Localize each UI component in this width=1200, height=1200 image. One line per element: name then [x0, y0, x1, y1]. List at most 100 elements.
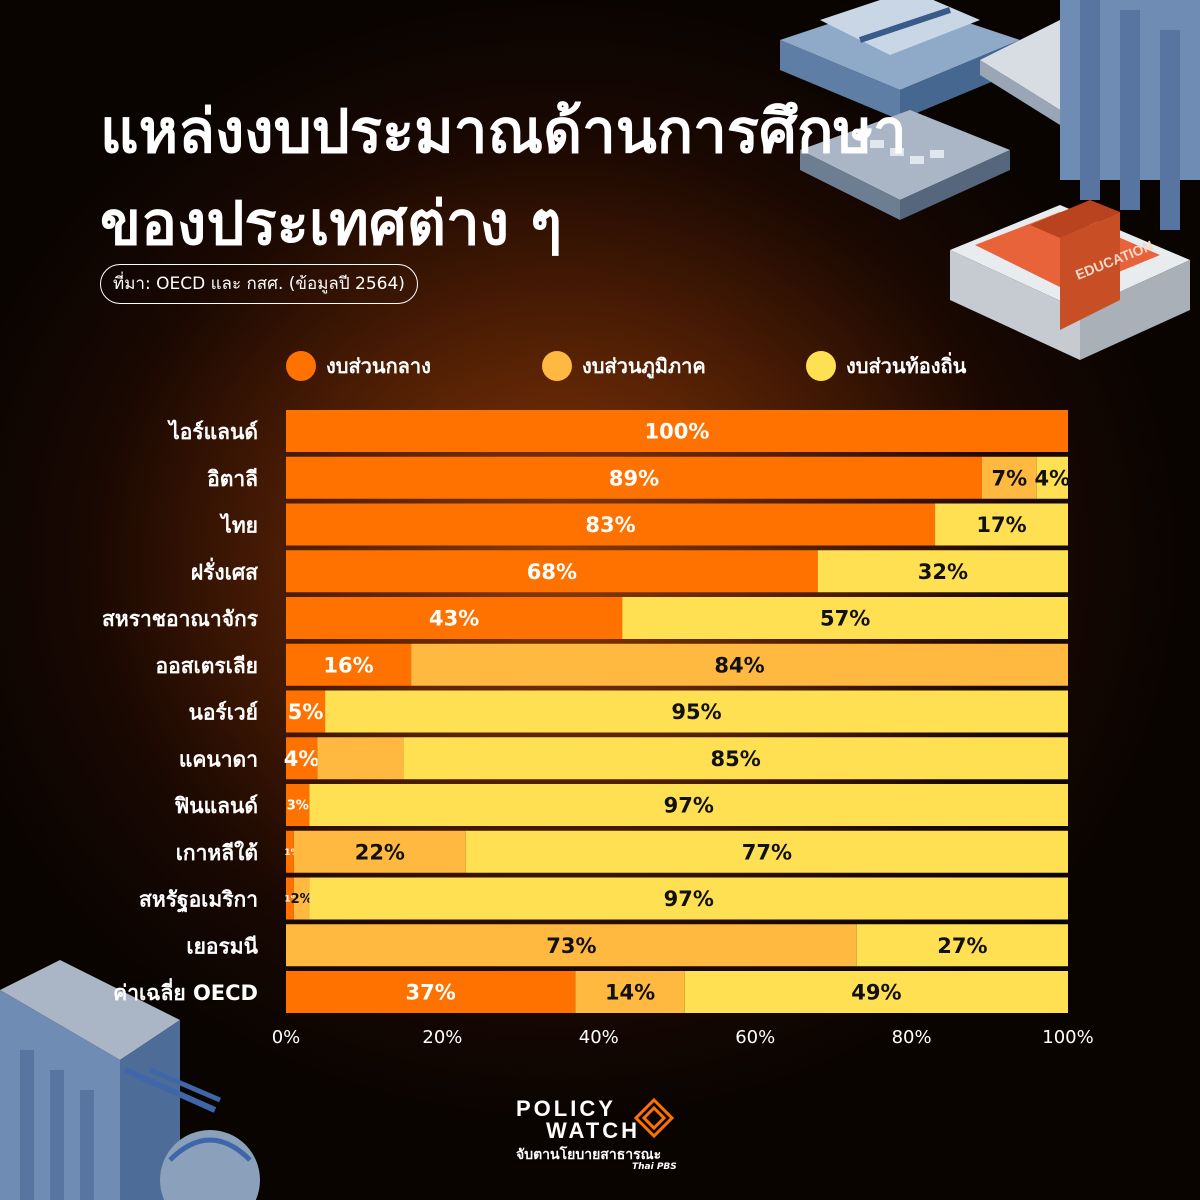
x-tick-label: 20%: [422, 1027, 462, 1048]
bar-segment: [411, 643, 1068, 686]
category-label: สหราชอาณาจักร: [102, 607, 259, 631]
bar-segment: [286, 737, 318, 780]
data-label: 2%: [291, 892, 313, 907]
data-label: 27%: [937, 934, 987, 958]
category-label: ฝรั่งเศส: [191, 556, 258, 584]
logo-line-2: WATCH: [546, 1118, 641, 1143]
data-label: 73%: [546, 934, 596, 958]
category-label: อิตาลี: [207, 467, 258, 491]
category-label: ฟินแลนด์: [174, 794, 258, 818]
bar-segment: [317, 737, 404, 780]
category-label: สหรัฐอเมริกา: [139, 888, 258, 914]
legend-dot-local: [806, 351, 836, 381]
bar-segment: [856, 924, 1068, 967]
legend-dot-regional: [542, 351, 572, 381]
x-tick-label: 60%: [735, 1027, 775, 1048]
diamond-logo-icon: [634, 1098, 674, 1138]
category-label: แคนาดา: [179, 747, 258, 771]
bar-segment: [293, 877, 310, 920]
logo-tagline: จับตานโยบายสาธารณะ: [516, 1147, 662, 1163]
data-label: 17%: [976, 513, 1026, 537]
bar-segment: [684, 971, 1068, 1013]
data-label: 16%: [323, 653, 373, 677]
page-title: แหล่งงบประมาณด้านการศึกษา ของประเทศต่าง …: [100, 86, 1100, 270]
data-label: 95%: [671, 700, 721, 724]
category-label: เยอรมนี: [186, 934, 258, 958]
data-label: 32%: [918, 560, 968, 584]
bar-segment: [575, 971, 685, 1013]
data-label: 7%: [992, 466, 1028, 490]
bar-segment: [286, 877, 294, 920]
bar-segment: [286, 503, 936, 546]
x-tick-label: 0%: [272, 1027, 301, 1048]
data-label: 3%: [287, 799, 309, 814]
category-label: ไทย: [219, 513, 258, 538]
bar-segment: [286, 971, 576, 1013]
bar-segment: [309, 784, 1069, 826]
data-label: 83%: [585, 513, 635, 537]
data-label: 43%: [429, 607, 479, 631]
legend-dot-central: [286, 351, 316, 381]
data-label: 1%: [284, 848, 299, 858]
data-label: 97%: [664, 794, 714, 818]
bar-segment: [286, 784, 310, 826]
data-label: 57%: [820, 607, 870, 631]
data-label: 37%: [406, 981, 456, 1005]
bar-segment: [286, 690, 326, 733]
bar-segment: [465, 830, 1068, 873]
bar-segment: [286, 830, 294, 873]
bar-segment: [286, 597, 623, 639]
books-illustration: [0, 960, 260, 1200]
bar-segment: [286, 456, 982, 499]
bar-segment: [622, 597, 1068, 639]
bar-segment: [309, 877, 1069, 920]
bar-segment: [325, 690, 1069, 733]
x-tick-label: 100%: [1042, 1027, 1093, 1048]
bar-segment: [286, 550, 818, 593]
data-label: 5%: [288, 700, 324, 724]
logo-line-1: POLICY: [516, 1096, 616, 1121]
category-label: นอร์เวย์: [188, 701, 258, 725]
bar-segment: [981, 456, 1037, 499]
legend-label-regional: งบส่วนภูมิภาค: [582, 354, 706, 378]
data-label: 22%: [355, 840, 405, 864]
data-label: 77%: [742, 840, 792, 864]
bar-segment: [286, 924, 857, 967]
data-label: 84%: [714, 653, 764, 677]
data-label: 89%: [609, 466, 659, 490]
chart-legend: งบส่วนกลาง งบส่วนภูมิภาค งบส่วนท้องถิ่น: [0, 346, 1200, 386]
legend-item-local: งบส่วนท้องถิ่น: [806, 346, 966, 386]
data-label: 100%: [645, 420, 710, 444]
title-line-2: ของประเทศต่าง ๆ: [100, 189, 563, 259]
bar-segment: [403, 737, 1068, 780]
source-badge: ที่มา: OECD และ กสศ. (ข้อมูลปี 2564): [100, 264, 418, 304]
category-label: ออสเตรเลีย: [156, 654, 259, 678]
stationery-illustration: EDUCATION: [780, 0, 1200, 360]
logo-sub: Thai PBS: [632, 1162, 677, 1172]
category-label: ค่าเฉลี่ย OECD: [113, 977, 258, 1005]
policy-watch-logo: POLICY WATCH จับตานโยบายสาธารณะ Thai PBS: [516, 1096, 716, 1176]
data-label: 4%: [284, 747, 320, 771]
data-label: 4%: [1035, 466, 1071, 490]
legend-item-regional: งบส่วนภูมิภาค: [542, 346, 706, 386]
data-label: 97%: [664, 887, 714, 911]
legend-label-central: งบส่วนกลาง: [326, 354, 431, 378]
bar-segment: [935, 503, 1068, 546]
legend-label-local: งบส่วนท้องถิ่น: [846, 354, 967, 378]
data-label: 85%: [711, 747, 761, 771]
category-label: ไอร์แลนด์: [167, 419, 258, 444]
category-label: เกาหลีใต้: [176, 840, 258, 865]
x-tick-label: 40%: [579, 1027, 619, 1048]
bar-segment: [293, 830, 466, 873]
bar-segment: [286, 410, 1068, 452]
title-line-1: แหล่งงบประมาณด้านการศึกษา: [100, 97, 907, 167]
data-label: 1%: [284, 895, 299, 905]
data-label: 68%: [527, 560, 577, 584]
data-label: 14%: [605, 981, 655, 1005]
bar-segment: [817, 550, 1068, 593]
data-label: 49%: [851, 981, 901, 1005]
bar-segment: [1036, 456, 1068, 499]
x-tick-label: 80%: [892, 1027, 932, 1048]
legend-item-central: งบส่วนกลาง: [286, 346, 431, 386]
